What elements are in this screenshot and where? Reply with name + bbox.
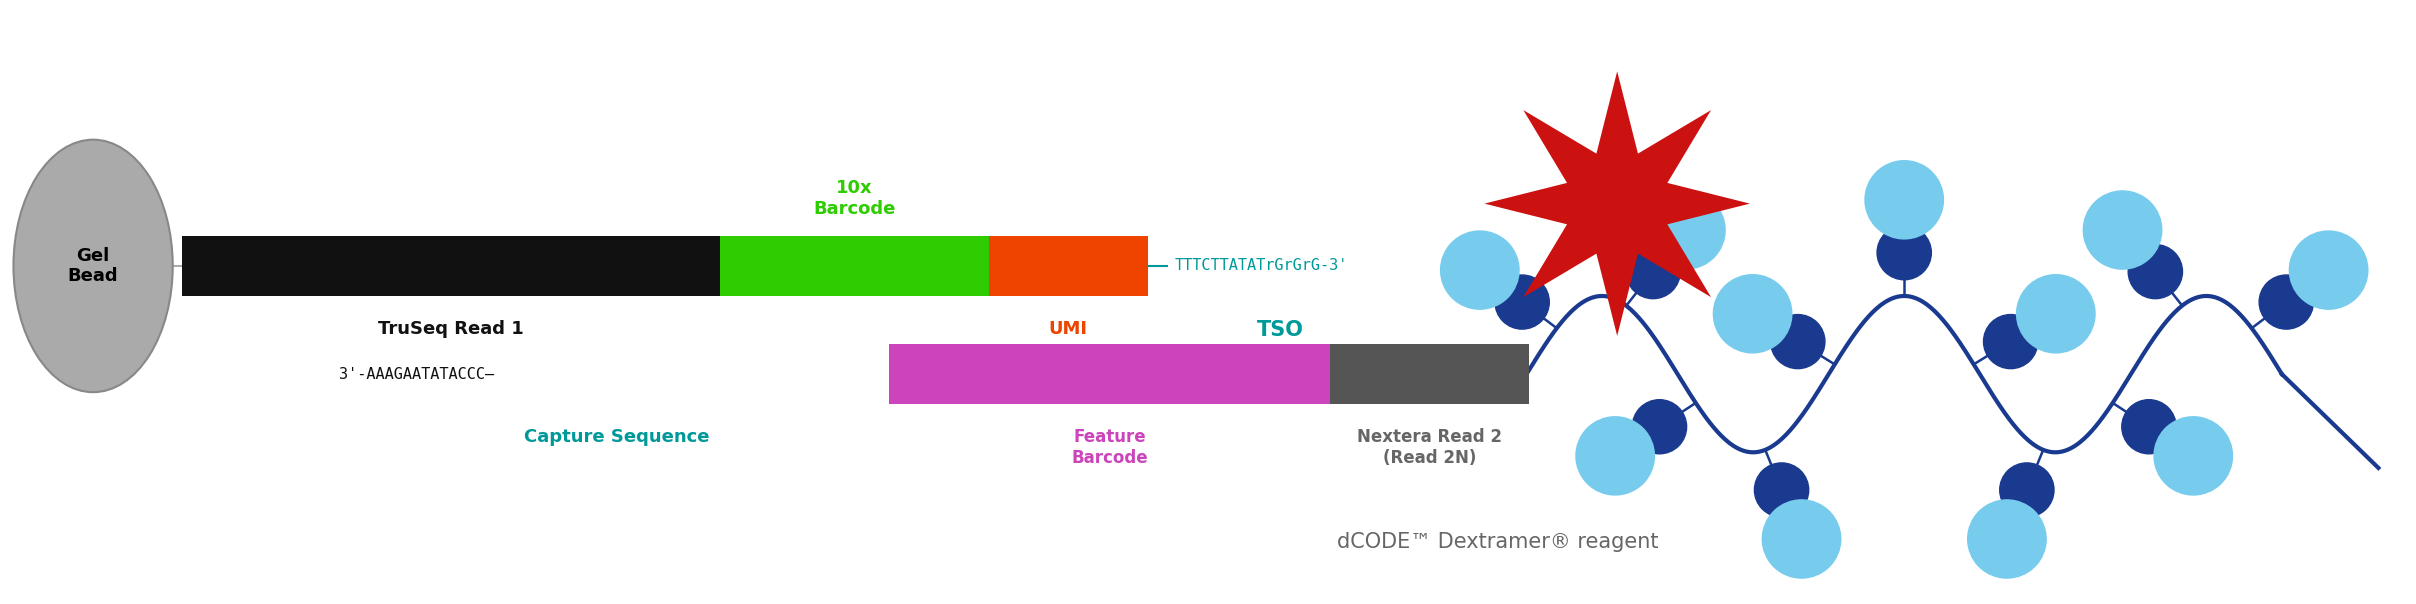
Text: Capture Sequence: Capture Sequence <box>524 428 710 446</box>
Text: Feature
Barcode: Feature Barcode <box>1070 428 1148 467</box>
Circle shape <box>1865 161 1942 239</box>
Circle shape <box>2083 191 2162 269</box>
Bar <box>1329 344 1529 404</box>
Circle shape <box>2000 463 2054 517</box>
Bar <box>988 236 1148 296</box>
Circle shape <box>1877 226 1930 280</box>
Circle shape <box>1754 463 1810 517</box>
Circle shape <box>1633 400 1686 454</box>
Circle shape <box>2155 417 2232 495</box>
Circle shape <box>1575 417 1655 495</box>
Circle shape <box>1713 275 1793 353</box>
Text: 3'-AAAGAATATACCC–: 3'-AAAGAATATACCC– <box>338 367 495 382</box>
Circle shape <box>1984 315 2037 368</box>
Text: dCODE™ Dextramer® reagent: dCODE™ Dextramer® reagent <box>1336 533 1657 553</box>
Bar <box>889 344 1329 404</box>
Circle shape <box>1761 500 1841 578</box>
Ellipse shape <box>14 140 172 392</box>
Circle shape <box>1626 245 1679 298</box>
Polygon shape <box>1483 71 1749 336</box>
Circle shape <box>2128 245 2182 298</box>
Circle shape <box>2290 231 2368 309</box>
Text: 10x
Barcode: 10x Barcode <box>814 179 896 218</box>
Bar <box>181 236 720 296</box>
Text: UMI: UMI <box>1049 320 1087 338</box>
Circle shape <box>2259 275 2315 329</box>
Text: Gel
Bead: Gel Bead <box>68 246 118 285</box>
Circle shape <box>1440 231 1520 309</box>
Circle shape <box>1967 500 2046 578</box>
Text: TSO: TSO <box>1256 320 1305 340</box>
Text: TTTCTTATATrGrGrG-3': TTTCTTATATrGrGrG-3' <box>1174 259 1348 274</box>
Circle shape <box>2017 275 2095 353</box>
Bar <box>720 236 988 296</box>
Circle shape <box>1496 275 1549 329</box>
Circle shape <box>1648 191 1725 269</box>
Circle shape <box>2121 400 2177 454</box>
Text: TruSeq Read 1: TruSeq Read 1 <box>379 320 524 338</box>
Circle shape <box>1771 315 1824 368</box>
Text: Nextera Read 2
(Read 2N): Nextera Read 2 (Read 2N) <box>1358 428 1503 467</box>
